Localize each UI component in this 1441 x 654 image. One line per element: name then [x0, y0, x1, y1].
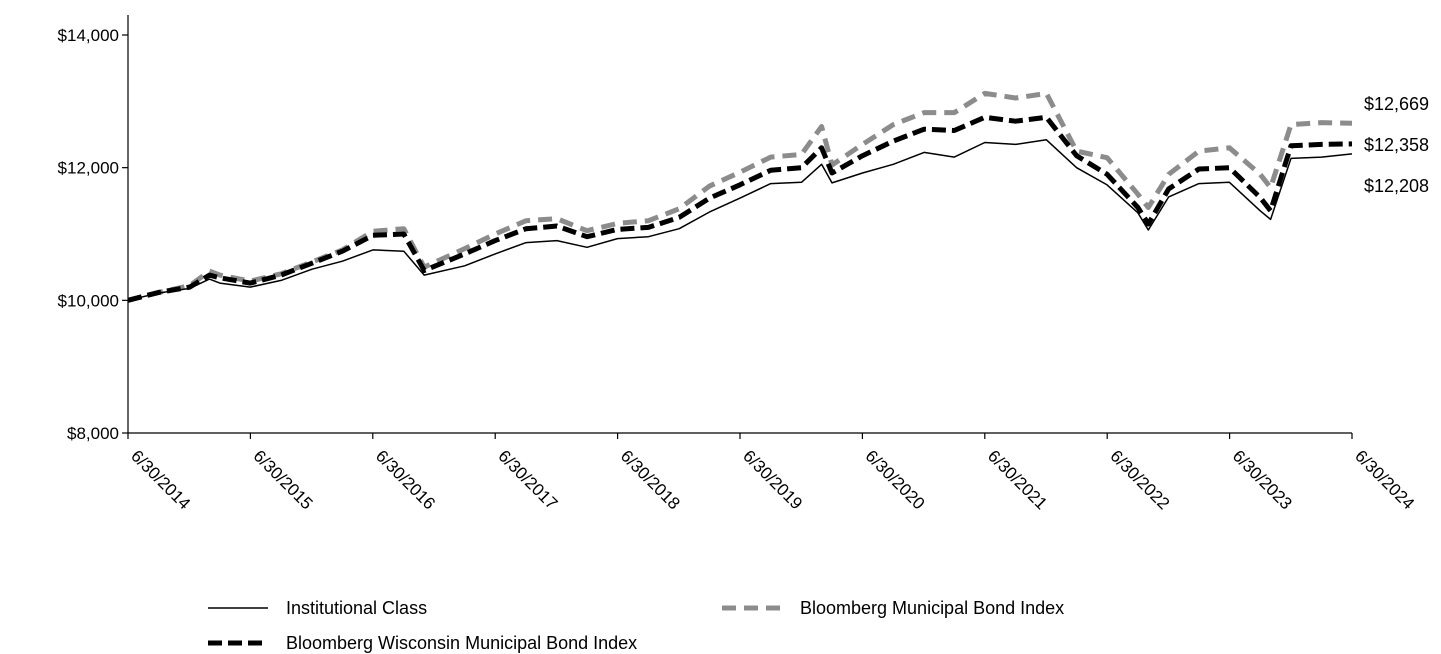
x-tick-label: 6/30/2021	[984, 446, 1051, 513]
y-tick-label: $14,000	[58, 26, 119, 45]
end-labels: $12,669 $12,358 $12,208	[1364, 94, 1429, 196]
x-tick-label: 6/30/2015	[250, 446, 317, 513]
end-value-label: $12,208	[1364, 176, 1429, 196]
axes: $8,000 $10,000 $12,000 $14,000 6/30/2014 6/30…	[58, 15, 1418, 513]
end-value-label: $12,358	[1364, 135, 1429, 155]
series-layer	[127, 90, 1353, 303]
x-tick-label: 6/30/2022	[1106, 446, 1173, 513]
x-tick-label: 6/30/2020	[862, 446, 929, 513]
x-tick-label: 6/30/2023	[1229, 446, 1296, 513]
x-tick-label: 6/30/2019	[739, 446, 806, 513]
end-value-label: $12,669	[1364, 94, 1429, 114]
series-line-bloomberg-wisconsin-municipal-bond-index	[127, 114, 1353, 303]
y-tick-label: $10,000	[58, 291, 119, 310]
x-tick-label: 6/30/2017	[494, 446, 561, 513]
series-line-institutional-class	[127, 139, 1353, 302]
x-tick-label: 6/30/2024	[1351, 446, 1418, 513]
x-tick-label: 6/30/2016	[372, 446, 439, 513]
y-tick-label: $8,000	[67, 424, 119, 443]
y-tick-label: $12,000	[58, 159, 119, 178]
x-tick-label: 6/30/2014	[127, 446, 194, 513]
x-tick-label: 6/30/2018	[617, 446, 684, 513]
